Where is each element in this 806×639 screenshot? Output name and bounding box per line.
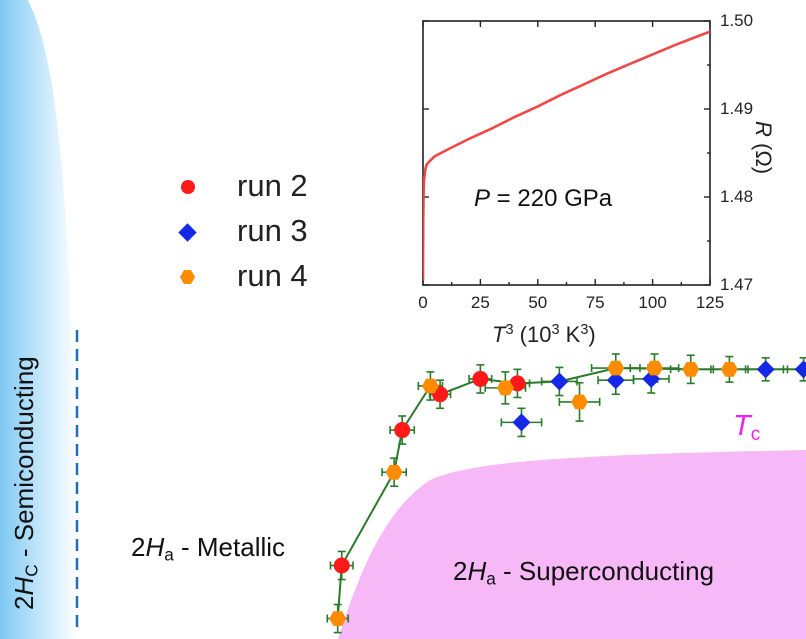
marker-run-3-2	[606, 371, 625, 390]
marker-run-3-5	[794, 360, 806, 379]
marker-run-4-3	[496, 380, 514, 396]
inset-frame	[422, 20, 711, 286]
inset-x-tick-label-4: 100	[638, 293, 667, 312]
marker-run-4-8	[720, 362, 738, 377]
metallic-label: 2Ha - Metallic	[131, 532, 286, 565]
inset-x-tick-label-0: 0	[418, 293, 428, 312]
marker-run-4-1	[385, 464, 403, 480]
legend-marker-run-2	[181, 180, 195, 194]
inset-resistance-line	[423, 30, 710, 281]
main-markers	[329, 360, 806, 626]
superconducting-region	[338, 450, 806, 639]
marker-run-4-0	[329, 611, 347, 626]
inset-y-tick-label-3: 1.50	[720, 11, 754, 30]
inset-y-tick-label-2: 1.49	[720, 99, 754, 118]
inset-x-tick-label-3: 75	[585, 293, 605, 312]
legend-label-run-3: run 3	[237, 213, 308, 248]
inset-x-tick-label-5: 125	[695, 293, 725, 312]
marker-run-2-0	[333, 557, 350, 574]
marker-run-3-0	[512, 413, 531, 432]
legend-marker-run-4	[180, 270, 195, 284]
inset-y-tick-label-0: 1.47	[720, 275, 754, 294]
marker-run-4-6	[646, 360, 663, 376]
marker-run-2-3	[472, 370, 489, 387]
marker-run-4-5	[607, 360, 625, 376]
inset-y-axis-title: R (Ω)	[751, 121, 776, 175]
inset-y-tick-label-1: 1.48	[720, 187, 754, 206]
inset-x-axis-title: T3 (103 K3)	[492, 322, 596, 347]
superconducting-label: 2Ha - Superconducting	[453, 556, 715, 589]
legend-marker-run-3	[178, 223, 197, 242]
legend	[178, 180, 197, 284]
semiconducting-region	[0, 0, 78, 639]
marker-run-2-1	[394, 422, 411, 439]
marker-run-4-7	[682, 362, 700, 377]
marker-run-3-4	[756, 360, 775, 379]
inset-chart	[422, 20, 711, 286]
semiconducting-label: 2HC - Semiconducting	[9, 356, 42, 610]
tc-label: Tc	[733, 410, 761, 445]
inset-x-tick-label-1: 25	[470, 293, 490, 312]
marker-run-4-4	[571, 394, 588, 410]
marker-run-4-2	[421, 378, 439, 394]
inset-x-tick-label-2: 50	[528, 293, 548, 312]
legend-label-run-2: run 2	[237, 168, 308, 203]
inset-pressure-annotation: P = 220 GPa	[474, 185, 613, 212]
legend-label-run-4: run 4	[237, 258, 308, 293]
marker-run-3-1	[550, 372, 569, 391]
